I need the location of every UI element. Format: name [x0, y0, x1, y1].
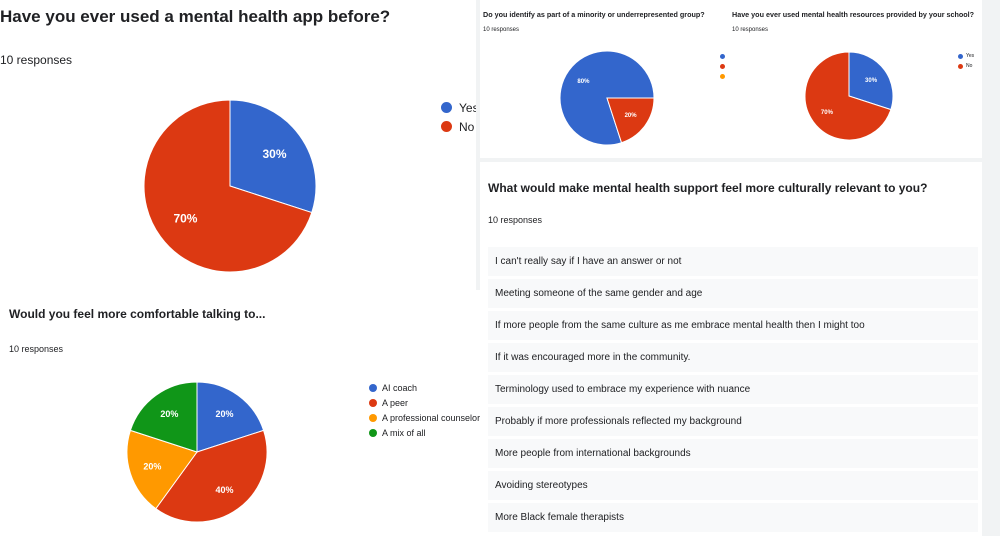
legend-label: A professional counselor [382, 412, 481, 423]
chart-legend: Yes No [441, 98, 476, 136]
legend-label: No [459, 119, 475, 134]
legend-swatch [958, 63, 963, 69]
chart-panel-school-resources: Have you ever used mental health resourc… [730, 0, 982, 158]
legend-item: A professional counselor [369, 410, 480, 425]
slice-data-label: 70% [821, 110, 834, 116]
response-count: 10 responses [9, 344, 64, 354]
legend-item: A peer [369, 395, 480, 410]
pie-slice-1 [155, 429, 268, 523]
text-answer-row: More Black female therapists [488, 503, 978, 532]
text-question-response-count: 10 responses [488, 215, 543, 225]
chart-panel-comfort: Would you feel more comfortable talking … [0, 290, 486, 536]
legend-item: No [441, 117, 476, 136]
chart-title: Do you identify as part of a minority or… [483, 10, 705, 19]
legend-item: Yes [958, 51, 974, 61]
legend-item: A mix of all [369, 425, 480, 440]
chart-panel-app-usage: Have you ever used a mental health app b… [0, 0, 476, 290]
pie-slice-3 [129, 381, 198, 453]
chart-title: Would you feel more comfortable talking … [9, 307, 266, 321]
legend-swatch [369, 383, 377, 392]
chart-legend: Yes No [958, 51, 974, 71]
legend-swatch [441, 102, 452, 113]
text-answer-row: More people from international backgroun… [488, 439, 978, 468]
pie-chart: 30% 70% [143, 99, 317, 273]
pie-slice-1 [804, 51, 892, 141]
legend-swatch [720, 53, 725, 59]
slice-data-label: 20% [216, 409, 234, 419]
pie-slice-2 [126, 429, 198, 510]
legend-swatch [720, 73, 725, 79]
text-answer-row: If it was encouraged more in the communi… [488, 343, 978, 372]
slice-data-label: 20% [160, 409, 178, 419]
text-question-title: What would make mental health support fe… [488, 181, 928, 195]
chart-panel-minority: Do you identify as part of a minority or… [480, 0, 730, 158]
pie-chart: 80% 20% [559, 50, 655, 146]
text-answer-row: Terminology used to embrace my experienc… [488, 375, 978, 404]
legend-item [720, 61, 728, 71]
chart-legend [720, 51, 728, 81]
slice-data-label: 30% [263, 147, 287, 161]
response-count: 10 responses [0, 53, 73, 67]
legend-label: Yes [459, 100, 476, 115]
legend-swatch [958, 53, 963, 59]
pie-chart: 20% 40% 20% 20% [126, 381, 268, 523]
slice-data-label: 20% [625, 113, 638, 119]
legend-label: No [966, 63, 973, 69]
legend-item [720, 71, 728, 81]
text-answer-row: I can't really say if I have an answer o… [488, 247, 978, 276]
legend-label: A mix of all [382, 427, 426, 438]
text-answer-row: If more people from the same culture as … [488, 311, 978, 340]
pie-slice-1 [606, 97, 655, 144]
legend-swatch [369, 413, 377, 422]
slice-data-label: 70% [173, 212, 197, 226]
chart-title: Have you ever used mental health resourc… [732, 10, 975, 19]
legend-label: Yes [966, 53, 975, 59]
legend-swatch [369, 428, 377, 437]
pie-slice-1 [143, 99, 313, 273]
legend-label: A peer [382, 397, 409, 408]
pie-slice-0 [229, 99, 317, 214]
pie-slice-0 [196, 381, 265, 453]
legend-label: AI coach [382, 382, 418, 393]
response-count: 10 responses [483, 27, 520, 33]
pie-chart: 30% 70% [804, 51, 894, 141]
legend-item [720, 51, 728, 61]
legend-swatch [720, 63, 725, 69]
legend-item: AI coach [369, 380, 480, 395]
slice-data-label: 30% [865, 78, 878, 84]
legend-swatch [441, 121, 452, 132]
slice-data-label: 80% [577, 79, 590, 85]
response-count: 10 responses [732, 27, 769, 33]
slice-data-label: 40% [216, 485, 234, 495]
slice-data-label: 20% [143, 462, 161, 472]
text-answer-row: Meeting someone of the same gender and a… [488, 279, 978, 308]
pie-slice-0 [848, 51, 894, 111]
chart-legend: AI coach A peer A professional counselor A … [369, 380, 480, 440]
legend-item: Yes [441, 98, 476, 117]
text-answer-row: Probably if more professionals reflected… [488, 407, 978, 436]
chart-title: Have you ever used a mental health app b… [0, 7, 391, 26]
legend-swatch [369, 398, 377, 407]
legend-item: No [958, 61, 974, 71]
text-answer-row: Avoiding stereotypes [488, 471, 978, 500]
